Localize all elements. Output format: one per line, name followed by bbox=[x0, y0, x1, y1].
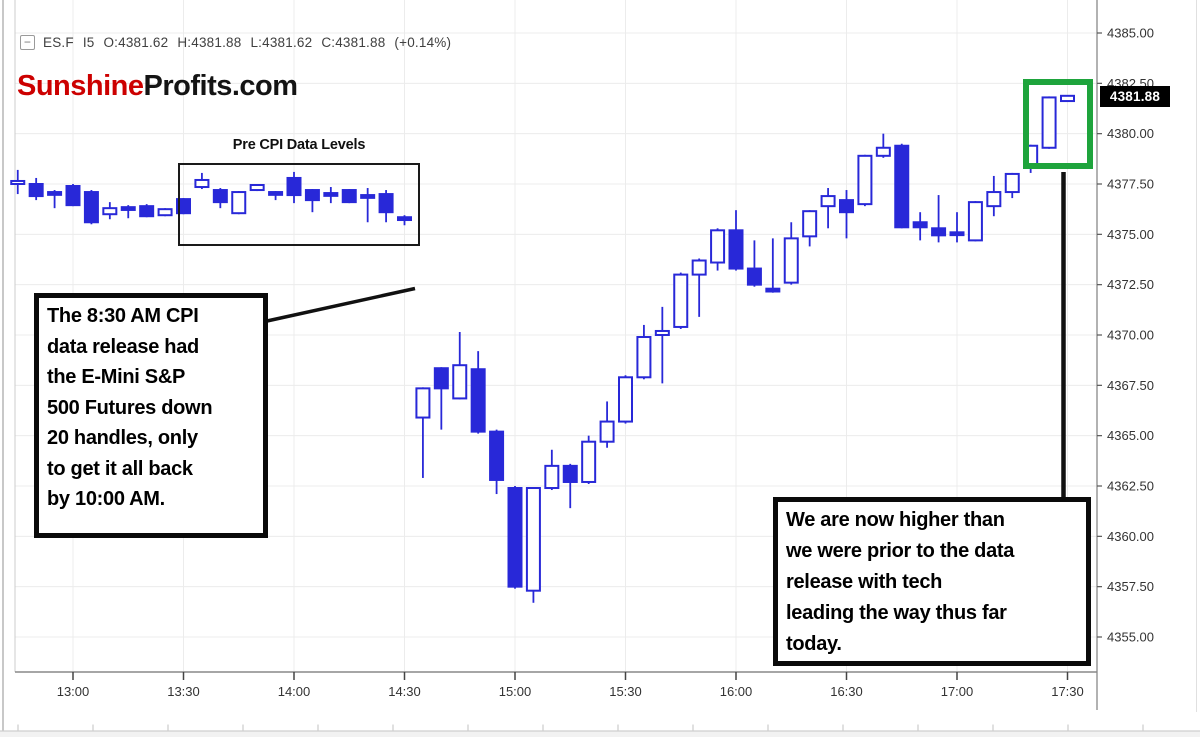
logo-sunshine: Sunshine bbox=[17, 70, 144, 102]
close-value: C:4381.88 bbox=[321, 34, 386, 50]
interval-label: I5 bbox=[82, 34, 95, 50]
logo-profits: Profits.com bbox=[143, 70, 299, 102]
collapse-button[interactable]: − bbox=[20, 34, 35, 50]
high-value: H:4381.88 bbox=[177, 34, 242, 50]
svg-text:16:30: 16:30 bbox=[830, 684, 863, 699]
svg-text:4355.00: 4355.00 bbox=[1107, 630, 1154, 645]
svg-text:16:00: 16:00 bbox=[720, 684, 753, 699]
symbol-label: ES.F bbox=[43, 34, 74, 50]
chart-ohlc-header: − ES.F I5 O:4381.62 H:4381.88 L:4381.62 … bbox=[20, 33, 460, 51]
svg-text:17:30: 17:30 bbox=[1051, 684, 1084, 699]
cpi-release-note: The 8:30 AM CPI data release had the E-M… bbox=[34, 293, 268, 538]
svg-text:13:00: 13:00 bbox=[57, 684, 90, 699]
svg-text:4375.00: 4375.00 bbox=[1107, 227, 1154, 242]
svg-text:4362.50: 4362.50 bbox=[1107, 479, 1154, 494]
svg-text:4357.50: 4357.50 bbox=[1107, 579, 1154, 594]
recovery-note: We are now higher than we were prior to … bbox=[773, 497, 1091, 666]
price-axis[interactable]: 4385.004382.504380.004377.504375.004372.… bbox=[1097, 26, 1154, 645]
annotation-pointer-lines bbox=[266, 172, 1066, 500]
pre-cpi-levels-box bbox=[178, 163, 420, 246]
svg-text:4365.00: 4365.00 bbox=[1107, 428, 1154, 443]
svg-text:14:30: 14:30 bbox=[388, 684, 421, 699]
pre-cpi-levels-label: Pre CPI Data Levels bbox=[232, 137, 366, 153]
svg-text:4377.50: 4377.50 bbox=[1107, 177, 1154, 192]
svg-text:14:00: 14:00 bbox=[278, 684, 311, 699]
time-axis[interactable]: 13:00 13:30 14:00 14:30 15:00 15:30 16:00 16:30… bbox=[57, 672, 1084, 699]
svg-text:4385.00: 4385.00 bbox=[1107, 26, 1154, 41]
svg-text:13:30: 13:30 bbox=[167, 684, 200, 699]
current-candles-highlight-box bbox=[1023, 79, 1093, 169]
candles-layer[interactable] bbox=[10, 94, 1075, 603]
sunshineprofits-logo: SunshineProfits.com bbox=[17, 70, 298, 103]
svg-text:4360.00: 4360.00 bbox=[1107, 529, 1154, 544]
svg-text:17:00: 17:00 bbox=[941, 684, 974, 699]
last-price-tag: 4381.88 bbox=[1100, 86, 1170, 107]
svg-text:4372.50: 4372.50 bbox=[1107, 277, 1154, 292]
svg-text:15:00: 15:00 bbox=[499, 684, 532, 699]
svg-text:4367.50: 4367.50 bbox=[1107, 378, 1154, 393]
low-value: L:4381.62 bbox=[250, 34, 313, 50]
svg-text:4380.00: 4380.00 bbox=[1107, 126, 1154, 141]
open-value: O:4381.62 bbox=[103, 34, 169, 50]
change-percent: (+0.14%) bbox=[394, 34, 452, 50]
svg-text:4370.00: 4370.00 bbox=[1107, 328, 1154, 343]
svg-text:15:30: 15:30 bbox=[609, 684, 642, 699]
